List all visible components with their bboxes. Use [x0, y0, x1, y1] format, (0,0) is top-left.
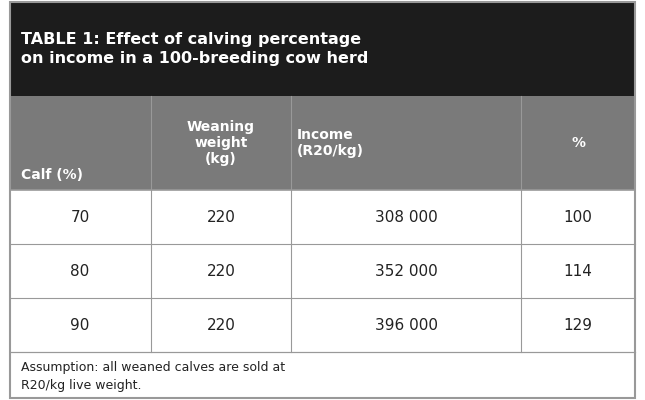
Text: 220: 220 [206, 210, 235, 224]
Bar [10, 190, 635, 244]
Bar [10, 96, 635, 190]
Text: Assumption: all weaned calves are sold at
R20/kg live weight.: Assumption: all weaned calves are sold a… [21, 362, 285, 392]
Text: Calf (%): Calf (%) [21, 168, 83, 182]
Text: 90: 90 [70, 318, 90, 332]
Bar [10, 298, 635, 352]
Bar [10, 352, 635, 400]
Text: 308 000: 308 000 [375, 210, 437, 224]
Text: 70: 70 [70, 210, 90, 224]
Bar [10, 2, 635, 96]
Text: 80: 80 [70, 264, 90, 278]
Text: TABLE 1: Effect of calving percentage
on income in a 100-breeding cow herd: TABLE 1: Effect of calving percentage on… [21, 32, 369, 66]
Text: 100: 100 [564, 210, 593, 224]
Text: 114: 114 [564, 264, 593, 278]
Text: Income
(R20/kg): Income (R20/kg) [297, 128, 364, 158]
Text: 352 000: 352 000 [375, 264, 437, 278]
Text: 220: 220 [206, 264, 235, 278]
Text: 129: 129 [564, 318, 593, 332]
Text: 396 000: 396 000 [375, 318, 437, 332]
Text: 220: 220 [206, 318, 235, 332]
Bar [10, 244, 635, 298]
Text: %: % [571, 136, 585, 150]
Text: Weaning
weight
(kg): Weaning weight (kg) [187, 120, 255, 166]
